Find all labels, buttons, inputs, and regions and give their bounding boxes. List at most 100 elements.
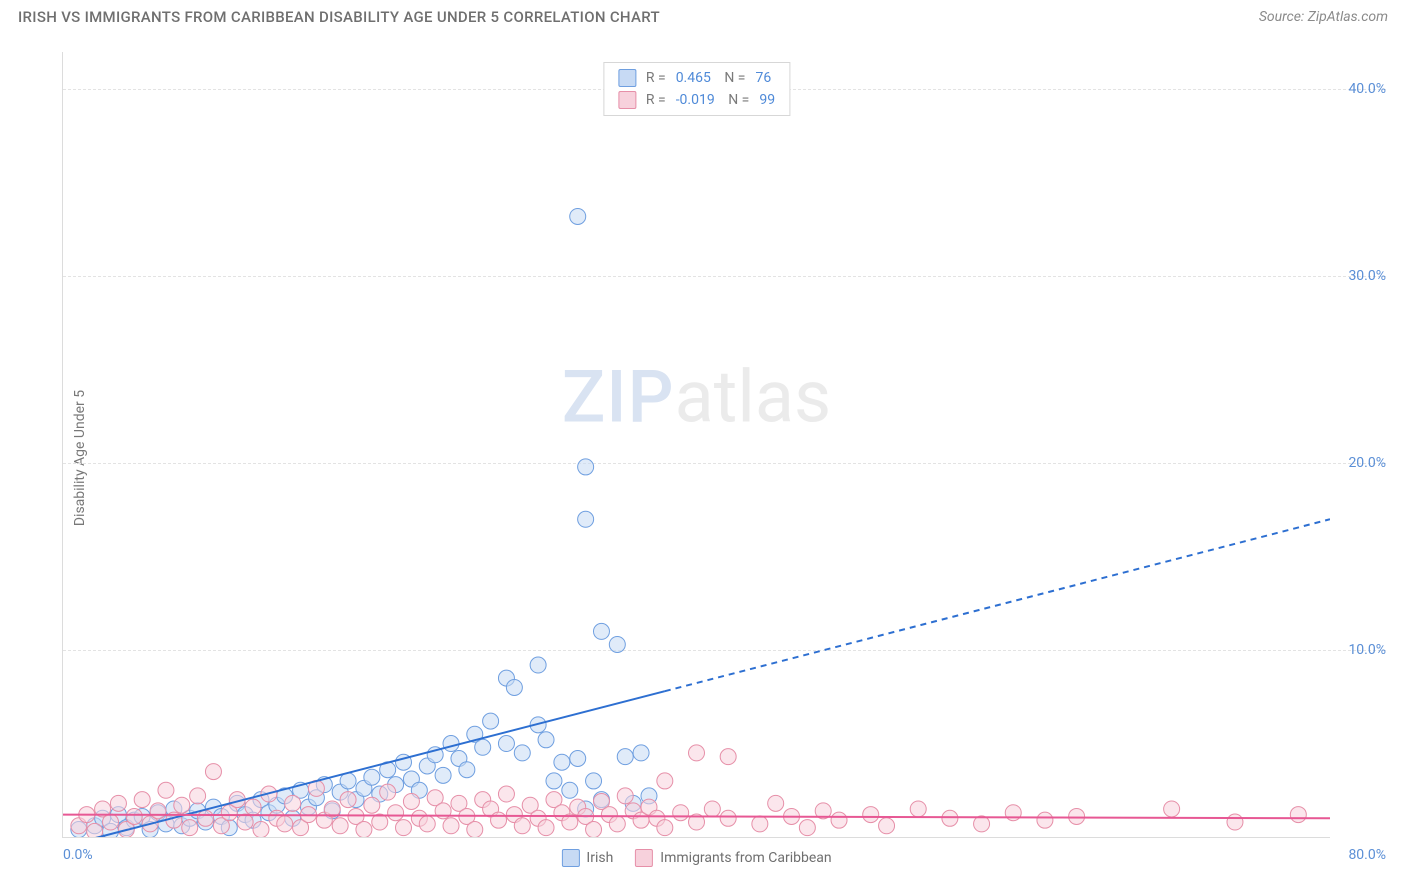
legend-item-irish: Irish [561, 849, 613, 867]
swatch-blue-icon [561, 849, 579, 867]
data-point [1164, 801, 1180, 817]
data-point [689, 745, 705, 761]
legend-item-caribbean: Immigrants from Caribbean [635, 849, 831, 867]
data-point [586, 773, 602, 789]
data-point [459, 762, 475, 778]
data-point [134, 792, 150, 808]
data-point [799, 820, 815, 836]
data-point [1037, 812, 1053, 828]
data-point [435, 767, 451, 783]
data-point [609, 816, 625, 832]
data-point [1069, 808, 1085, 824]
data-point [673, 805, 689, 821]
stat-key: N = [725, 89, 750, 111]
data-point [498, 736, 514, 752]
y-tick-label: 40.0% [1334, 81, 1386, 97]
data-point [126, 808, 142, 824]
data-point [593, 623, 609, 639]
y-tick-label: 20.0% [1334, 455, 1386, 471]
data-point [205, 764, 221, 780]
data-point [570, 751, 586, 767]
data-point [475, 739, 491, 755]
data-point [578, 511, 594, 527]
stats-row-irish: R = 0.465 N = 76 [618, 67, 775, 89]
chart-container: Disability Age Under 5 ZIPatlas R = 0.46… [18, 42, 1388, 874]
data-point [514, 745, 530, 761]
x-tick-max: 80.0% [1334, 847, 1386, 863]
data-point [554, 754, 570, 770]
data-point [253, 822, 269, 837]
data-point [443, 736, 459, 752]
data-point [617, 749, 633, 765]
stat-r-irish: 0.465 [676, 67, 711, 89]
data-point [198, 810, 214, 826]
data-point [277, 816, 293, 832]
data-point [609, 636, 625, 652]
data-point [720, 810, 736, 826]
data-point [110, 795, 126, 811]
data-point [419, 816, 435, 832]
data-point [340, 792, 356, 808]
plot-area: ZIPatlas R = 0.465 N = 76 R = -0.019 N =… [62, 52, 1330, 838]
data-point [356, 822, 372, 837]
data-point [538, 732, 554, 748]
data-point [514, 818, 530, 834]
legend-label: Immigrants from Caribbean [660, 850, 831, 866]
stats-row-caribbean: R = -0.019 N = 99 [618, 89, 775, 111]
stat-key: R = [646, 67, 666, 89]
data-point [974, 816, 990, 832]
data-point [190, 788, 206, 804]
data-point [863, 807, 879, 823]
y-tick-label: 10.0% [1334, 642, 1386, 658]
data-point [388, 805, 404, 821]
data-point [245, 799, 261, 815]
data-point [562, 782, 578, 798]
data-point [720, 749, 736, 765]
stat-r-caribbean: -0.019 [676, 89, 715, 111]
data-point [491, 812, 507, 828]
data-point [704, 801, 720, 817]
stats-box: R = 0.465 N = 76 R = -0.019 N = 99 [603, 62, 790, 116]
data-point [443, 818, 459, 834]
stat-key: N = [721, 67, 746, 89]
data-point [396, 820, 412, 836]
data-point [530, 657, 546, 673]
data-point [364, 797, 380, 813]
data-point [150, 803, 166, 819]
data-point [380, 784, 396, 800]
bottom-legend: Irish Immigrants from Caribbean [561, 849, 831, 867]
data-point [910, 801, 926, 817]
data-point [752, 816, 768, 832]
swatch-pink-icon [618, 91, 636, 109]
data-point [633, 745, 649, 761]
data-point [657, 773, 673, 789]
chart-title: IRISH VS IMMIGRANTS FROM CARIBBEAN DISAB… [18, 8, 660, 26]
data-point [174, 797, 190, 813]
chart-source: Source: ZipAtlas.com [1259, 9, 1388, 25]
stat-n-irish: 76 [755, 67, 771, 89]
data-point [879, 818, 895, 834]
data-point [467, 822, 483, 837]
data-point [237, 814, 253, 830]
data-point [617, 788, 633, 804]
trend-line [665, 519, 1330, 691]
scatter-svg [63, 52, 1330, 837]
data-point [570, 208, 586, 224]
data-point [498, 786, 514, 802]
data-point [831, 812, 847, 828]
data-point [158, 782, 174, 798]
data-point [1227, 814, 1243, 830]
data-point [768, 795, 784, 811]
data-point [483, 713, 499, 729]
stat-key: R = [646, 89, 666, 111]
data-point [364, 769, 380, 785]
data-point [182, 820, 198, 836]
data-point [657, 820, 673, 836]
data-point [87, 823, 103, 837]
swatch-blue-icon [618, 69, 636, 87]
stat-n-caribbean: 99 [759, 89, 775, 111]
data-point [103, 814, 119, 830]
swatch-pink-icon [635, 849, 653, 867]
data-point [578, 459, 594, 475]
legend-label: Irish [586, 850, 613, 866]
